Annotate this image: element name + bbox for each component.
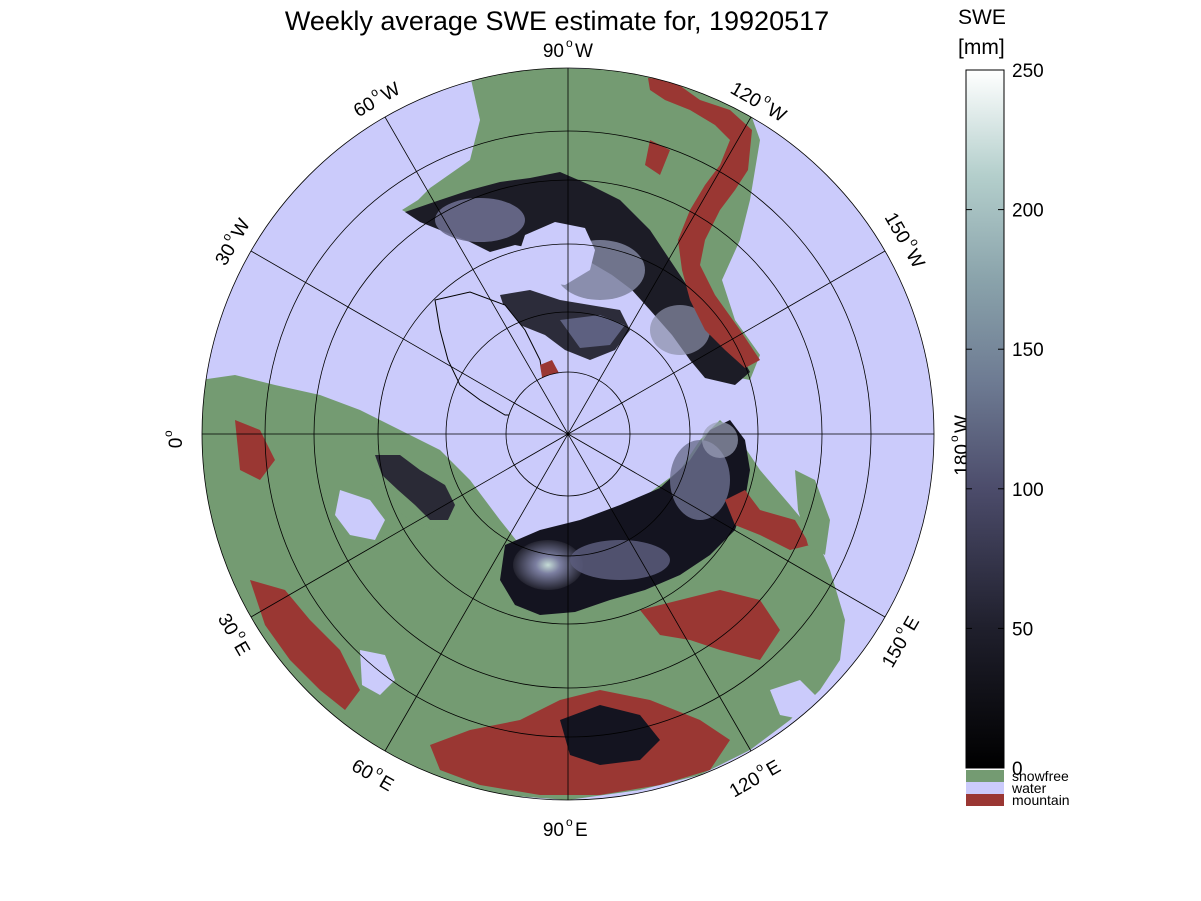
siberia-deep-snow (702, 422, 738, 458)
graticule (201, 67, 935, 801)
colorbar-title-line1: SWE (958, 6, 1006, 29)
colorbar-ticks: 250 200 150 100 50 0 (966, 61, 1044, 780)
svg-text:60: 60 (348, 756, 377, 785)
svg-text:o: o (947, 435, 961, 442)
baltic-sea (335, 490, 385, 540)
scandinavia-snow (375, 455, 455, 520)
siberia-deep-snow (513, 540, 583, 590)
svg-text:150: 150 (878, 633, 912, 671)
water-bodies-eurasia (770, 680, 820, 720)
label-30e: 30 o E (213, 610, 254, 659)
category-swatch-snowfree (966, 770, 1004, 782)
siberia-deep-snow (570, 540, 670, 580)
category-swatch-water (966, 782, 1004, 794)
category-label-snowfree: snowfree (1012, 768, 1069, 784)
arctic-islands (560, 315, 625, 348)
svg-text:90: 90 (543, 820, 564, 841)
svg-text:W: W (378, 79, 404, 106)
colorbar-tick-label: 250 (1012, 61, 1044, 82)
category-label-water: water (1011, 780, 1047, 796)
central-asia-mountains (560, 705, 660, 765)
svg-text:o: o (566, 36, 573, 50)
category-swatch-mountain (966, 794, 1004, 806)
water-bodies-eurasia (360, 650, 395, 695)
polar-map (202, 68, 934, 800)
label-0: 0 o (161, 430, 187, 448)
map-title: Weekly average SWE estimate for, 1992051… (285, 6, 829, 36)
siberian-mountains (725, 490, 810, 550)
north-america-deep-snow (435, 198, 525, 242)
label-90w: 90 o W (543, 36, 593, 62)
svg-text:E: E (229, 638, 254, 659)
siberia-deep-snow (670, 440, 730, 520)
svg-text:W: W (575, 41, 593, 62)
colorbar: SWE [mm] 250 200 150 100 50 0 snowfreewatermo… (958, 6, 1070, 808)
hudson-bay (520, 222, 595, 285)
colorbar-title-line2: [mm] (958, 36, 1005, 59)
colorbar-tick-label: 150 (1012, 340, 1044, 361)
svg-text:o: o (566, 815, 573, 829)
colorbar-tick-label: 50 (1012, 619, 1033, 640)
colorbar-tick-label: 100 (1012, 480, 1044, 501)
kamchatka (795, 470, 830, 555)
svg-text:E: E (763, 756, 784, 781)
svg-text:E: E (575, 820, 588, 841)
colorbar-tick-label: 200 (1012, 201, 1044, 222)
colorbar-gradient (965, 69, 1005, 769)
european-mountains (235, 420, 275, 480)
svg-text:90: 90 (543, 41, 564, 62)
svg-text:W: W (901, 246, 928, 272)
european-mountains (250, 580, 360, 710)
category-label-mountain: mountain (1012, 792, 1070, 808)
north-america-deep-snow (650, 305, 710, 355)
rocky-mountains (645, 140, 670, 175)
svg-text:30: 30 (212, 240, 241, 269)
svg-text:0: 0 (166, 438, 187, 449)
label-60e: 60 o E (348, 756, 397, 797)
svg-text:o: o (161, 430, 175, 437)
siberian-mountains (640, 590, 780, 660)
label-90e: 90 o E (543, 815, 588, 841)
colorbar-tick-label: 0 (1012, 759, 1023, 780)
